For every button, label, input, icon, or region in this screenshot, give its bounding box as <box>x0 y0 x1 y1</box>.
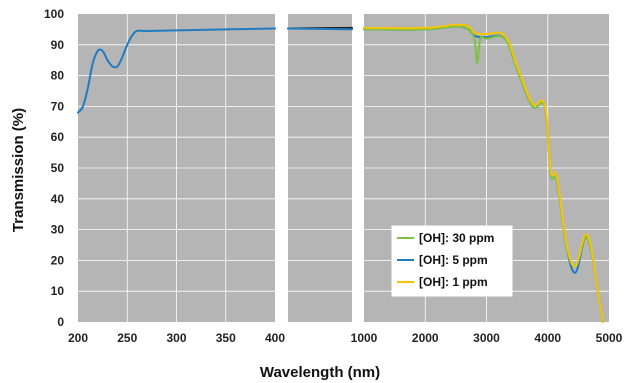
y-tick-label: 60 <box>51 130 65 144</box>
oh-1-ppm-line-panel-3 <box>363 23 604 323</box>
y-tick-label: 40 <box>51 192 65 206</box>
legend-label: [OH]: 1 ppm <box>419 275 488 289</box>
legend: [OH]: 30 ppm [OH]: 5 ppm [OH]: 1 ppm <box>391 225 513 297</box>
oh-5-ppm-line-panel-2 <box>287 27 353 31</box>
x-tick-label: 350 <box>216 331 236 345</box>
legend-label: [OH]: 30 ppm <box>419 231 494 245</box>
data-lines <box>77 23 604 323</box>
y-axis-ticks: 0 10 20 30 40 50 60 70 80 90 100 <box>44 7 64 329</box>
x-tick-label: 1000 <box>351 331 378 345</box>
y-tick-label: 10 <box>51 284 65 298</box>
x-tick-label: 3000 <box>473 331 500 345</box>
y-axis-title: Transmission (%) <box>10 108 27 232</box>
y-tick-label: 90 <box>51 38 65 52</box>
x-tick-label: 5000 <box>596 331 623 345</box>
y-tick-label: 80 <box>51 69 65 83</box>
legend-label: [OH]: 5 ppm <box>419 253 488 267</box>
x-tick-label: 4000 <box>534 331 561 345</box>
x-axis-ticks: 200 250 300 350 400 1000 2000 3000 4000 5000 <box>68 331 623 345</box>
x-axis-title: Wavelength (nm) <box>260 364 380 381</box>
y-tick-label: 0 <box>57 315 64 329</box>
y-tick-label: 70 <box>51 99 65 113</box>
y-tick-label: 50 <box>51 161 65 175</box>
x-tick-label: 200 <box>68 331 88 345</box>
x-tick-label: 300 <box>166 331 186 345</box>
y-tick-label: 20 <box>51 253 65 267</box>
oh-5-ppm-line-panel-1 <box>77 27 276 114</box>
y-tick-label: 100 <box>44 7 64 21</box>
y-tick-label: 30 <box>51 223 65 237</box>
x-tick-label: 2000 <box>412 331 439 345</box>
plot-panels <box>78 14 609 322</box>
x-tick-label: 250 <box>117 331 137 345</box>
x-tick-label: 400 <box>265 331 285 345</box>
